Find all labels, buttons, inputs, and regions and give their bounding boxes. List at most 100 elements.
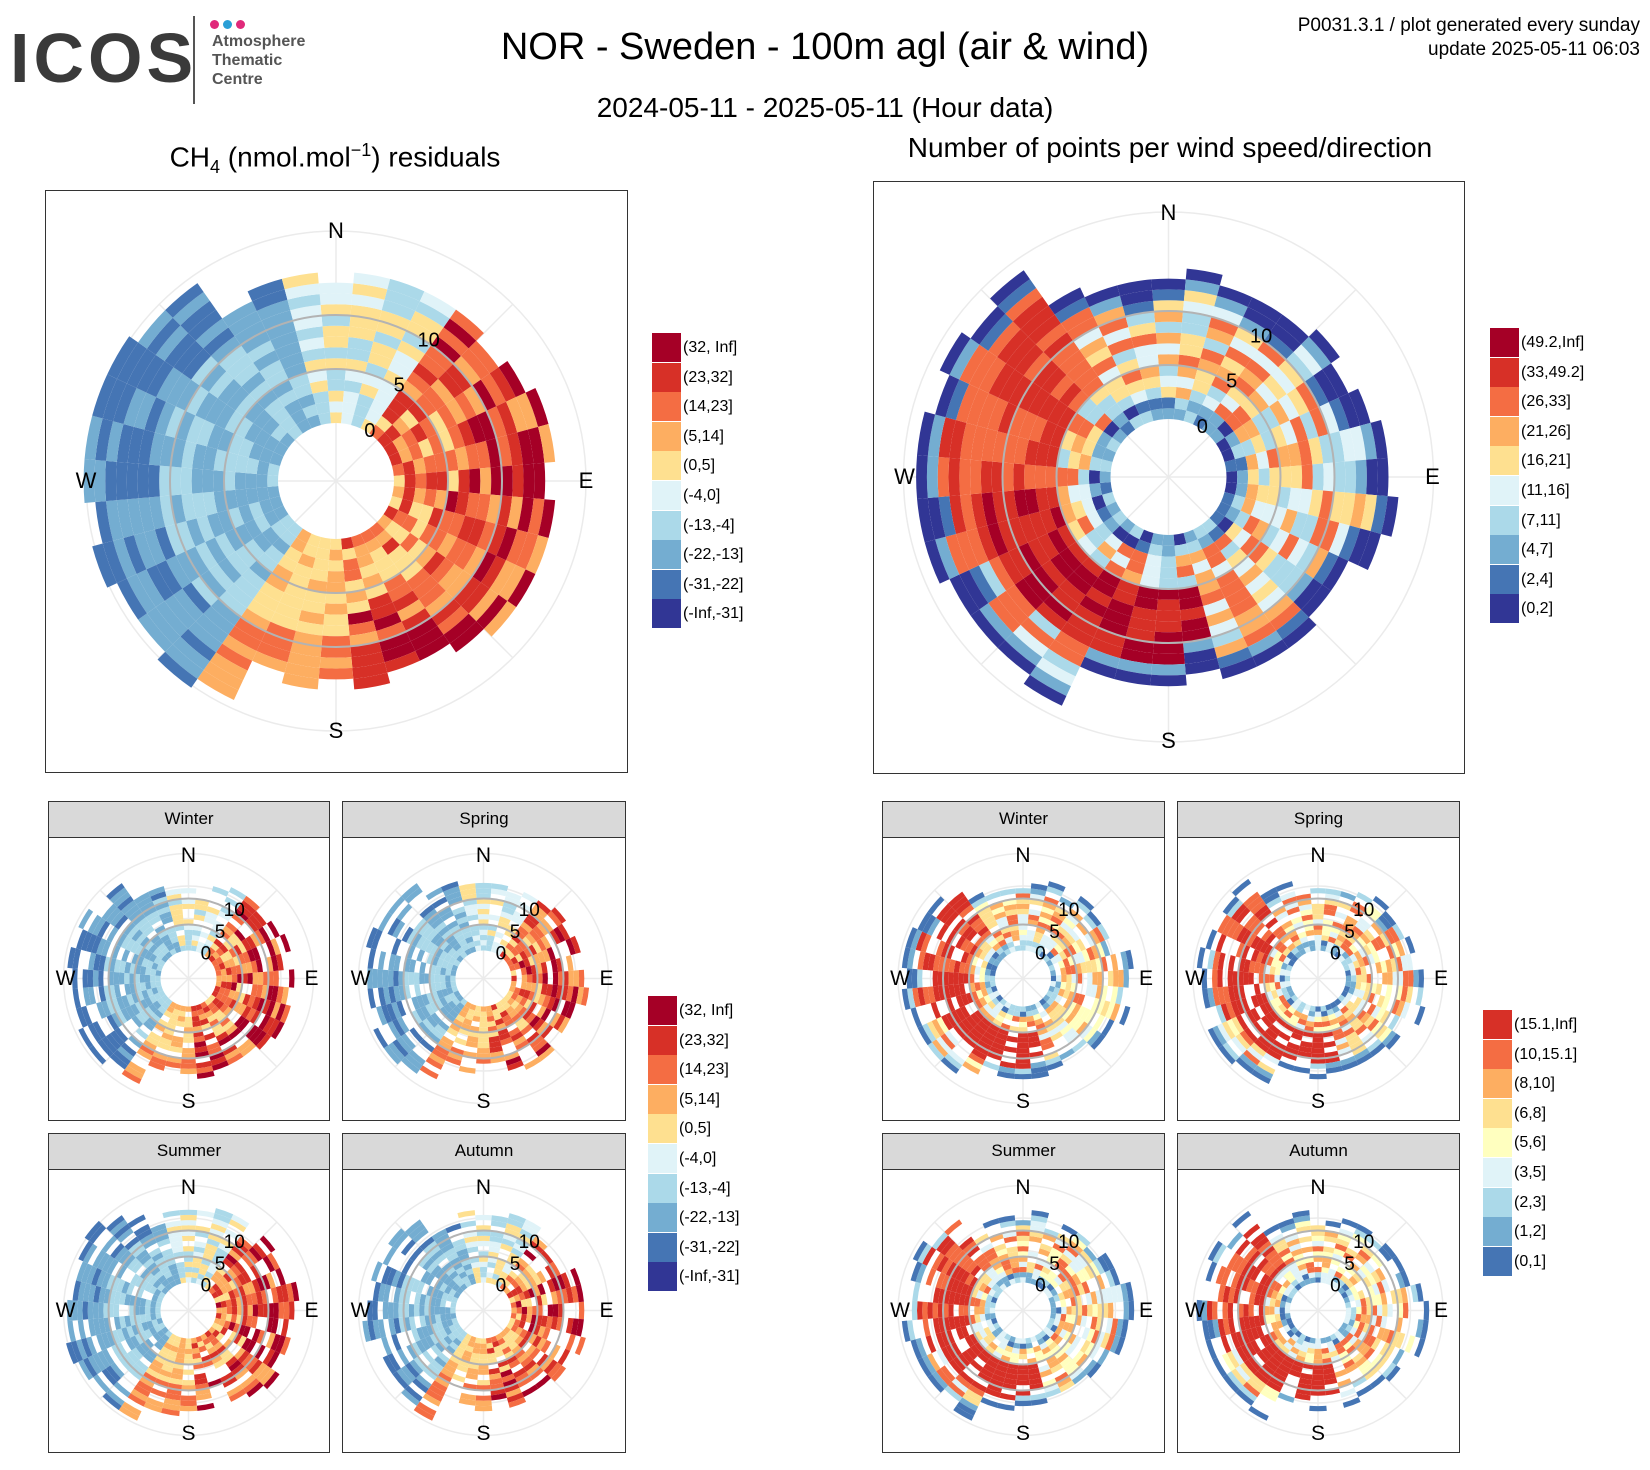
rose-cell (230, 932, 242, 945)
rose-cell (988, 1324, 996, 1333)
rose-cell (1313, 1353, 1323, 1360)
rose-cell (235, 545, 257, 568)
rose-cell (437, 1237, 452, 1250)
rose-cell (1090, 1033, 1106, 1050)
rose-cell (1351, 1233, 1367, 1245)
rose-cell (540, 961, 548, 974)
rose-cell (1173, 408, 1187, 421)
rose-cell (146, 960, 154, 969)
rose-cell (1067, 450, 1082, 470)
rose-cell (422, 386, 446, 411)
rose-cell (1287, 1337, 1296, 1347)
rose-cell (1060, 967, 1067, 976)
rose-cell (142, 1352, 155, 1364)
rose-cell (156, 985, 164, 993)
rose-cell (565, 1317, 574, 1334)
rose-cell (514, 1326, 524, 1336)
rose-cell (1392, 1255, 1405, 1273)
rose-cell (1298, 1333, 1307, 1341)
rose-cell (139, 947, 149, 958)
rose-cell (466, 1035, 479, 1043)
rose-cell (1387, 971, 1393, 986)
rose-cell (400, 380, 423, 402)
rose-cell (105, 1033, 121, 1050)
rose-cell (119, 960, 127, 973)
rose-cell (191, 355, 219, 386)
rose-cell (1145, 386, 1162, 401)
rose-cell (261, 526, 280, 545)
rose-cell (1025, 1277, 1032, 1284)
rose-cell (84, 415, 103, 460)
rose-cell (375, 529, 393, 547)
rose-cell (1356, 1306, 1362, 1315)
rose-cell (1008, 547, 1033, 579)
rose-cell (1048, 920, 1060, 931)
rose-cell (1016, 898, 1030, 904)
rose-cell (1284, 1233, 1299, 1243)
rose-cell (220, 1313, 227, 1321)
rose-cell (413, 918, 427, 933)
rose-cell (1017, 1032, 1029, 1038)
rose-cell (475, 1395, 492, 1401)
rose-cell (1247, 541, 1270, 564)
rose-cell (182, 582, 211, 614)
rose-cell (1408, 970, 1414, 987)
compass-label: E (1434, 967, 1448, 990)
rose-cell (1284, 1046, 1299, 1056)
rose-cell (1312, 1037, 1324, 1043)
rose-cell (1151, 278, 1186, 291)
rose-cell (983, 1363, 996, 1374)
rose-cell (1245, 1328, 1255, 1343)
rose-cell (1313, 369, 1339, 403)
rose-cell (1186, 539, 1203, 554)
rose-cell (1240, 997, 1251, 1013)
rose-cell (270, 424, 288, 442)
rose-cell (496, 1258, 507, 1267)
rose-cell (453, 1291, 461, 1299)
compass-label: E (599, 967, 613, 990)
rose-cell (165, 1220, 182, 1229)
rose-cell (506, 1322, 514, 1330)
rose-cell (156, 906, 171, 916)
rose-cell (242, 1283, 251, 1296)
rose-cell (430, 557, 455, 584)
rose-cell (953, 1024, 967, 1039)
rose-cell (201, 1354, 212, 1363)
rose-cell (1269, 400, 1290, 426)
rose-cell (447, 424, 466, 450)
rose-cell (1260, 1347, 1273, 1360)
rose-cell (1110, 551, 1131, 569)
rose-cell (968, 1384, 985, 1398)
rose-cell (1050, 374, 1075, 401)
rose-cell (228, 1279, 238, 1290)
rose-cell (1337, 1279, 1346, 1288)
rose-cell (917, 1243, 932, 1264)
rose-cell (514, 1262, 526, 1273)
page-subtitle: 2024-05-11 - 2025-05-11 (Hour data) (596, 92, 1054, 123)
rose-cell (1301, 336, 1332, 370)
rose-cell (1290, 465, 1303, 489)
rose-cell (1253, 1315, 1261, 1328)
rose-cell (523, 1359, 537, 1372)
rose-cell (1050, 915, 1063, 926)
rose-cell (392, 350, 419, 372)
rose-cell (271, 563, 294, 583)
rose-cell (1101, 1018, 1115, 1037)
rose-cell (486, 1015, 495, 1022)
rose-cell (948, 1049, 966, 1066)
rose-cell (1257, 1367, 1273, 1381)
rose-cell (1260, 1015, 1273, 1028)
rose-cell (224, 528, 245, 552)
rose-cell (1278, 1335, 1288, 1346)
rose-cell (321, 635, 351, 647)
rose-cell (1360, 1314, 1367, 1324)
rose-cell (974, 1009, 985, 1021)
legend-swatch (648, 996, 677, 1025)
rose-cell (413, 1405, 435, 1421)
rose-cell (219, 1003, 229, 1014)
rose-cell (456, 916, 469, 925)
rose-cell (1254, 904, 1270, 919)
rose-cell (111, 997, 121, 1013)
rose-cell (392, 1039, 409, 1058)
